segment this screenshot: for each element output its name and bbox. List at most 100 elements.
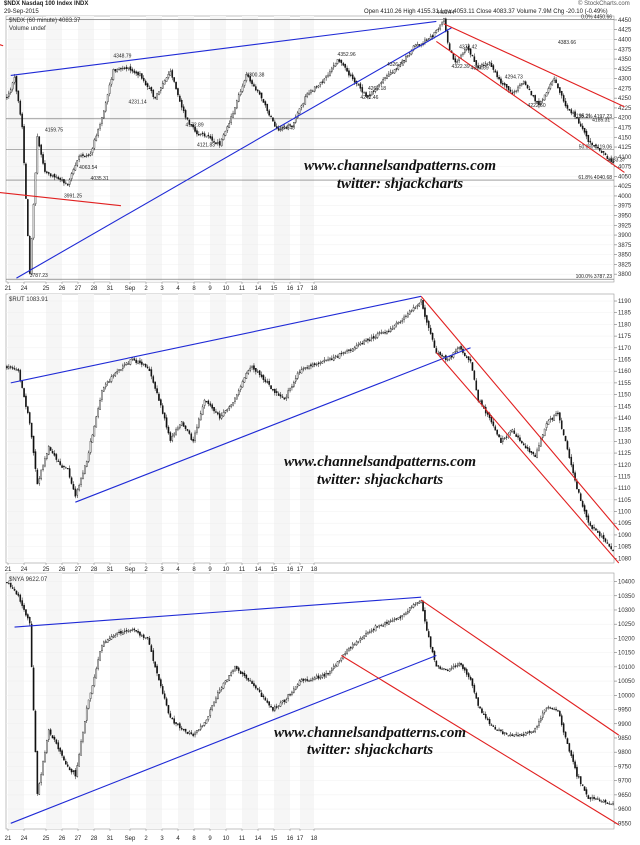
candle-down	[258, 689, 261, 693]
candle-up	[608, 803, 611, 805]
candle-down	[47, 172, 50, 174]
candle-up	[294, 686, 297, 690]
candle-up	[498, 729, 500, 731]
candle-down	[289, 694, 291, 696]
candle-down	[526, 447, 529, 449]
candle-down	[593, 527, 595, 529]
candle-up	[46, 453, 48, 459]
candle-up	[389, 328, 392, 332]
price-annotation: 4300.38	[246, 72, 264, 78]
y-tick-label: 4275	[618, 86, 632, 92]
x-tick-label: 4	[176, 286, 180, 292]
candle-down	[256, 89, 259, 92]
candle-down	[61, 179, 63, 181]
candle-up	[32, 204, 35, 239]
red-trendline-4	[341, 655, 620, 826]
candle-down	[25, 395, 27, 407]
candle-up	[91, 148, 94, 154]
candle-down	[190, 124, 193, 126]
candle-up	[234, 107, 236, 114]
candle-down	[467, 46, 470, 51]
date-band	[146, 16, 162, 282]
candle-down	[6, 581, 8, 584]
candle-up	[302, 368, 305, 370]
candle-up	[486, 63, 489, 66]
candle-down	[253, 365, 255, 370]
candle-down	[218, 413, 221, 419]
candle-down	[15, 590, 18, 595]
candle-down	[274, 388, 276, 393]
candle-down	[608, 543, 611, 547]
candle-up	[595, 798, 597, 800]
candle-up	[9, 89, 12, 94]
candle-up	[541, 434, 544, 438]
candle-up	[519, 733, 521, 736]
candle-down	[477, 389, 479, 402]
y-tick-label: 10200	[618, 636, 635, 642]
candle-up	[298, 108, 301, 114]
candle-down	[25, 609, 27, 616]
candle-down	[260, 92, 263, 99]
candle-up	[15, 369, 18, 371]
candle-down	[494, 70, 497, 73]
candle-down	[66, 183, 69, 186]
candle-up	[125, 362, 128, 365]
candle-down	[19, 100, 22, 115]
candle-up	[325, 359, 327, 361]
candle-up	[407, 313, 409, 318]
candle-down	[184, 110, 187, 118]
candle-up	[405, 612, 407, 615]
candle-up	[169, 71, 172, 76]
candle-up	[344, 351, 346, 354]
candle-up	[38, 783, 41, 795]
candle-down	[446, 30, 449, 43]
candle-up	[331, 67, 333, 72]
candle-down	[507, 86, 510, 91]
candle-down	[534, 95, 536, 102]
candle-down	[256, 688, 259, 690]
candle-down	[359, 83, 362, 89]
candle-down	[285, 127, 288, 129]
candle-down	[483, 64, 485, 67]
candle-down	[28, 617, 31, 624]
candle-up	[545, 707, 548, 710]
candle-down	[555, 79, 557, 84]
candle-down	[600, 150, 603, 153]
candle-down	[350, 349, 352, 351]
candle-up	[334, 664, 337, 668]
candle-up	[232, 402, 234, 406]
candle-down	[272, 388, 274, 391]
candle-down	[146, 83, 149, 87]
candle-down	[186, 731, 189, 734]
date-band	[300, 16, 314, 282]
candle-down	[215, 142, 217, 145]
x-tick-label: 16	[287, 286, 294, 292]
candle-up	[384, 77, 386, 79]
date-band	[146, 294, 162, 563]
candle-down	[473, 56, 476, 62]
candle-up	[101, 645, 103, 652]
candle-down	[477, 697, 479, 706]
candle-down	[179, 723, 181, 729]
candle-down	[135, 359, 137, 363]
candle-down	[427, 631, 430, 638]
candle-down	[486, 718, 489, 720]
x-tick-label: 3	[160, 836, 164, 842]
candle-up	[160, 87, 162, 91]
candle-down	[268, 381, 270, 385]
x-tick-label: 14	[255, 567, 262, 573]
candle-up	[122, 67, 124, 70]
candle-up	[410, 49, 413, 55]
candle-down	[606, 542, 609, 544]
candle-down	[61, 465, 63, 468]
candle-up	[538, 721, 540, 726]
y-tick-label: 10250	[618, 622, 635, 628]
candle-down	[473, 370, 476, 380]
y-tick-label: 3900	[618, 233, 632, 239]
candle-up	[399, 321, 402, 324]
candle-down	[576, 117, 578, 119]
candle-up	[443, 668, 445, 670]
candle-down	[515, 434, 517, 437]
candle-down	[598, 148, 601, 151]
